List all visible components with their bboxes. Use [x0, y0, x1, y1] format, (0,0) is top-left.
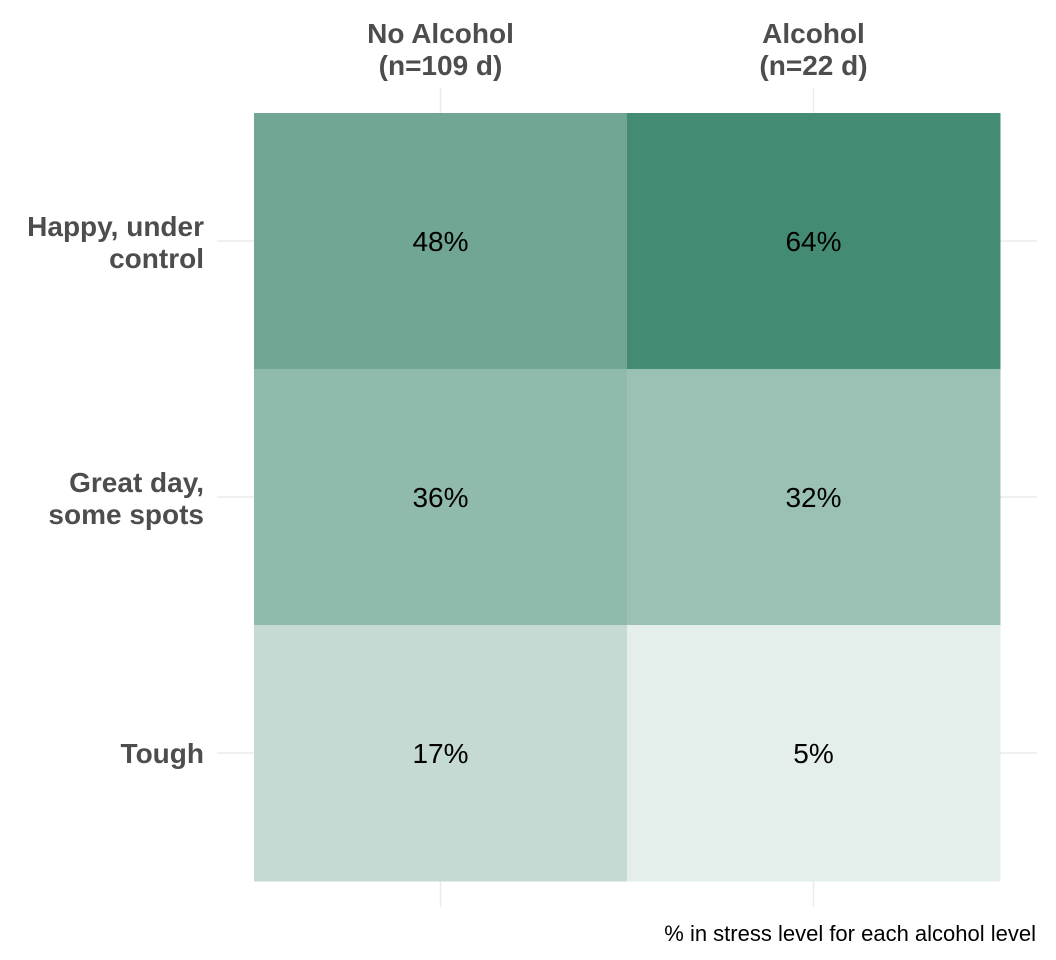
row-label-line2: control — [109, 243, 204, 274]
heatmap-cell-r2-c0 — [254, 625, 628, 882]
cell-value-label-r1-c1: 32% — [785, 482, 841, 513]
column-labels: No Alcohol(n=109 d) Alcohol(n=22 d) — [367, 18, 867, 81]
heatmap-cell-r0-c1 — [627, 113, 1001, 370]
row-label-line1: Tough — [121, 738, 204, 769]
cell-value-label-r0-c1: 64% — [785, 226, 841, 257]
cell-value-label-r0-c0: 48% — [412, 226, 468, 257]
grid-lines — [217, 88, 1037, 907]
heatmap-cell-r1-c1 — [627, 369, 1001, 626]
column-label-line2: (n=109 d) — [379, 50, 503, 81]
row-label-line1: Great day, — [69, 467, 204, 498]
heatmap-cell-r1-c0 — [254, 369, 628, 626]
cell-value-label-r2-c1: 5% — [793, 738, 833, 769]
column-label-line1: No Alcohol — [367, 18, 514, 49]
cell-value-label-r2-c0: 17% — [412, 738, 468, 769]
column-label-line2: (n=22 d) — [759, 50, 867, 81]
chart-caption: % in stress level for each alcohol level — [664, 921, 1036, 946]
row-label-line2: some spots — [48, 499, 204, 530]
column-label-line1: Alcohol — [762, 18, 865, 49]
row-label-line1: Happy, under — [27, 211, 204, 242]
heatmap-cell-r2-c1 — [627, 625, 1001, 882]
cell-value-label-r1-c0: 36% — [412, 482, 468, 513]
heatmap-cell-r0-c0 — [254, 113, 628, 370]
heatmap-cells: 48% 64% 36% 32% 17% 5% — [254, 113, 1001, 882]
